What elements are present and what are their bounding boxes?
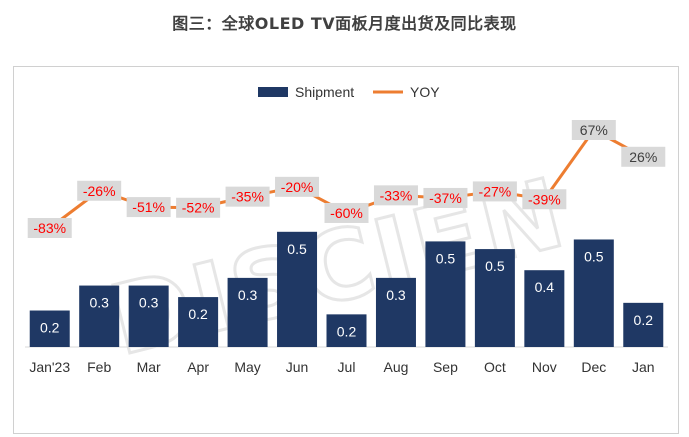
yoy-value-label: -83% [33, 220, 66, 236]
x-tick-label: Aug [384, 359, 409, 375]
yoy-value-label: -52% [182, 200, 215, 216]
yoy-value-label: 67% [580, 122, 608, 138]
chart-title: 图三：全球OLED TV面板月度出货及同比表现 [172, 14, 517, 33]
x-tick-label: Jan'23 [29, 359, 70, 375]
x-tick-label: Nov [532, 359, 557, 375]
yoy-value-label: -37% [429, 190, 462, 206]
bar-value-label: 0.3 [89, 295, 109, 311]
bar-shipment [178, 297, 219, 347]
bar-shipment [227, 277, 268, 347]
bar-shipment [573, 239, 614, 347]
bar-value-label: 0.4 [535, 279, 555, 295]
yoy-label-box [522, 189, 567, 210]
yoy-label-box [423, 187, 468, 208]
bar-shipment [29, 310, 70, 347]
yoy-label-box [275, 176, 320, 197]
legend-label-yoy: YOY [410, 84, 440, 100]
x-tick-label: Jun [286, 359, 309, 375]
bar-shipment [375, 277, 416, 347]
bar-shipment [277, 231, 318, 347]
x-tick-label: Sep [433, 359, 458, 375]
bar-shipment [79, 285, 120, 347]
yoy-value-label: -27% [479, 183, 512, 199]
yoy-label-box [373, 185, 418, 206]
bar-value-label: 0.2 [337, 323, 357, 339]
yoy-value-label: 26% [629, 149, 657, 165]
bar-value-label: 0.3 [139, 295, 159, 311]
legend-swatch-shipment [258, 87, 288, 97]
yoy-value-label: -39% [528, 191, 561, 207]
yoy-label-box [571, 120, 616, 140]
x-tick-label: Mar [137, 359, 161, 375]
bar-value-label: 0.2 [634, 312, 654, 328]
yoy-label-box [77, 180, 122, 201]
yoy-value-label: -60% [330, 205, 363, 221]
yoy-value-label: -26% [83, 183, 116, 199]
x-tick-label: Oct [484, 359, 506, 375]
yoy-label-box [27, 218, 72, 238]
bar-shipment [128, 285, 169, 347]
bar-shipment [623, 302, 664, 347]
yoy-label-box [225, 186, 270, 207]
yoy-label-box [621, 146, 666, 167]
bar-value-label: 0.5 [287, 241, 307, 257]
x-tick-label: Feb [87, 359, 111, 375]
legend-label-shipment: Shipment [295, 84, 354, 100]
bar-value-label: 0.2 [40, 320, 60, 336]
bar-shipment [326, 314, 367, 347]
bar-shipment [474, 249, 515, 347]
bar-value-label: 0.3 [386, 287, 406, 303]
bar-value-label: 0.2 [188, 306, 208, 322]
yoy-value-label: -35% [231, 189, 264, 205]
x-tick-label: May [234, 359, 260, 375]
yoy-label-box [126, 197, 171, 218]
yoy-label-box [176, 197, 221, 218]
yoy-value-label: -20% [281, 179, 314, 195]
x-tick-label: Jul [338, 359, 356, 375]
bar-value-label: 0.3 [238, 287, 258, 303]
yoy-value-label: -51% [132, 199, 165, 215]
yoy-value-label: -33% [380, 187, 413, 203]
bar-value-label: 0.5 [485, 258, 505, 274]
bar-value-label: 0.5 [584, 248, 604, 264]
yoy-label-box [472, 181, 517, 202]
x-tick-label: Dec [581, 359, 606, 375]
x-tick-label: Apr [187, 359, 209, 375]
chart-frame [13, 66, 679, 434]
bar-shipment [524, 270, 565, 347]
x-tick-label: Jan [632, 359, 655, 375]
bar-value-label: 0.5 [436, 250, 456, 266]
bar-shipment [425, 241, 466, 347]
yoy-label-box [324, 202, 369, 223]
